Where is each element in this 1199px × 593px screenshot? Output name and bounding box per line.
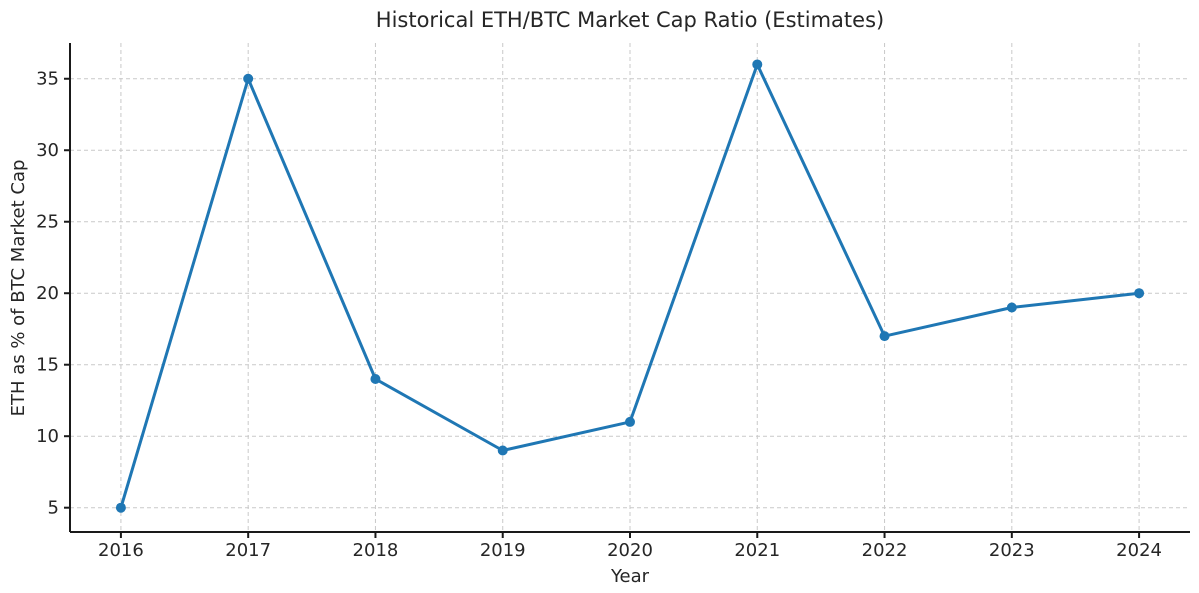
y-tick-label: 20: [36, 283, 59, 304]
grid-layer: [70, 43, 1190, 532]
axis-layer: 5 10 15 20 25 30 35 2016 2017 2018 2019 2020 2021 202…: [36, 43, 1190, 561]
data-point: [752, 59, 763, 70]
data-point: [1134, 288, 1145, 299]
y-tick-label: 5: [48, 498, 59, 519]
data-point: [1006, 302, 1017, 313]
x-axis-label: Year: [610, 566, 650, 587]
x-tick-label: 2020: [607, 540, 653, 561]
x-tick-label: 2021: [734, 540, 780, 561]
y-axis-label: ETH as % of BTC Market Cap: [8, 160, 29, 417]
x-tick-label: 2018: [353, 540, 399, 561]
x-tick-label: 2024: [1116, 540, 1162, 561]
chart-title: Historical ETH/BTC Market Cap Ratio (Est…: [376, 8, 884, 32]
data-point: [497, 445, 508, 456]
y-tick-label: 35: [36, 69, 59, 90]
data-point: [625, 416, 635, 427]
x-tick-label: 2019: [480, 540, 526, 561]
y-tick-label: 10: [36, 426, 59, 447]
data-point: [370, 374, 381, 385]
y-tick-label: 15: [36, 355, 59, 376]
data-point: [115, 502, 126, 513]
x-tick-label: 2016: [98, 540, 144, 561]
y-tick-label: 30: [36, 140, 59, 161]
data-series-layer: [115, 59, 1145, 513]
x-tick-label: 2022: [862, 540, 908, 561]
data-point: [879, 331, 890, 342]
data-point: [243, 73, 254, 84]
x-tick-label: 2023: [989, 540, 1035, 561]
x-tick-label: 2017: [225, 540, 271, 561]
y-tick-label: 25: [36, 212, 59, 233]
